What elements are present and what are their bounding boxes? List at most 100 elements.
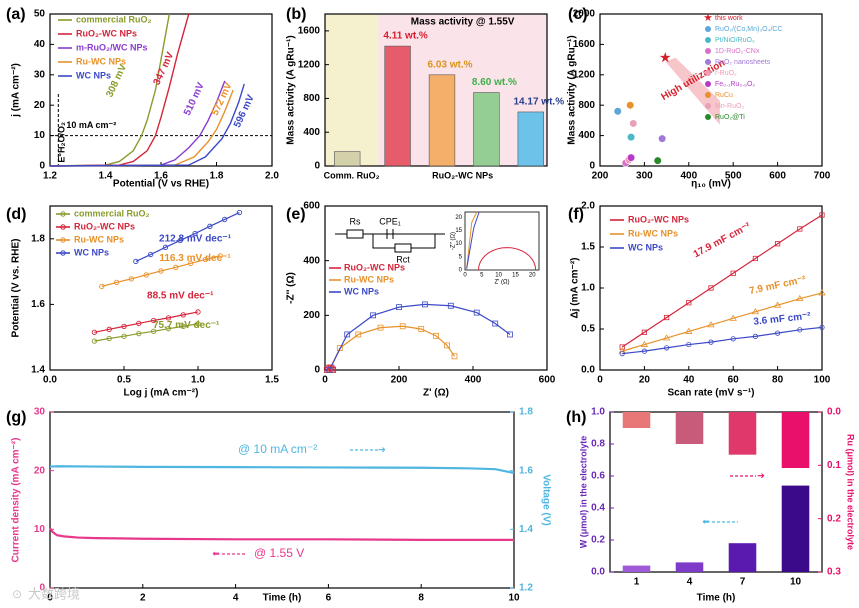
axes-frame	[324, 205, 548, 371]
panel-label: (c)	[568, 6, 588, 23]
legend-swatch	[705, 26, 711, 32]
x-axis-label: Time (h)	[263, 593, 302, 604]
data-point	[708, 285, 714, 291]
data-point	[143, 272, 149, 278]
series-line-0	[49, 13, 171, 167]
x-axis-label: Scan rate (mV s⁻¹)	[668, 388, 755, 399]
y-tick-label: 2.0	[581, 201, 595, 212]
y-axis-label: Current density (mA cm⁻²)	[11, 438, 22, 563]
data-point	[136, 320, 142, 327]
data-point	[492, 320, 499, 327]
x-tick-label: 1.6	[154, 171, 168, 182]
circuit-label: CPE₁	[379, 216, 401, 226]
y-axis-label: W (μmol) in the electrolyte	[578, 436, 588, 549]
fit-line-2	[101, 255, 221, 287]
inset-axis-label: Z' (Ω)	[495, 280, 510, 286]
y-right-axis-label: Ru (μmol) in the electrolyte	[846, 434, 856, 550]
y-tick-label: 400	[303, 255, 320, 266]
x-tick-label: 4	[233, 593, 239, 604]
panel-label: (g)	[6, 409, 26, 426]
data-point	[207, 223, 213, 229]
bar-w	[781, 485, 810, 572]
x-tick-label: 6	[326, 593, 332, 604]
data-point	[619, 344, 625, 350]
legend-swatch	[705, 48, 711, 54]
slope-label: 7.9 mF cm⁻²	[748, 274, 807, 297]
y-tick-label: 400	[578, 130, 595, 141]
series-line-1	[49, 13, 190, 167]
inset-tick-label: 5	[480, 273, 484, 279]
data-point	[730, 270, 736, 276]
data-point	[797, 226, 803, 232]
inset-tick-label: 0	[463, 273, 467, 279]
scatter-point	[626, 101, 635, 110]
annotation-label: @ 10 mA cm⁻²	[238, 442, 317, 456]
bar	[473, 92, 500, 167]
overpotential-label: 347 mV	[152, 50, 177, 87]
bar-w	[675, 562, 704, 572]
panel-label: (b)	[286, 6, 306, 23]
slope-label: 88.5 mV dec⁻¹	[147, 291, 214, 302]
legend-marker	[60, 211, 66, 217]
panel-label: (f)	[568, 206, 584, 223]
annotation-label: E°H₂O/O₂	[57, 122, 67, 163]
data-point	[729, 314, 737, 321]
group-label: Comm. RuO₂	[324, 170, 380, 180]
scatter-point	[613, 107, 622, 116]
x-tick-label: 4	[687, 577, 693, 588]
x-tick-label: 0.0	[43, 375, 57, 386]
legend-label: RuO₂@Ti	[715, 114, 745, 121]
legend-label: RuO₂-WC NPs	[344, 262, 405, 272]
data-point	[180, 312, 186, 318]
legend-label: Pt/NiO/RuO₂	[715, 37, 755, 44]
data-point	[330, 367, 337, 373]
y-tick-label: 0	[39, 161, 45, 172]
data-point	[165, 315, 172, 321]
x-tick-label: 200	[592, 171, 609, 182]
legend-swatch	[705, 114, 711, 120]
y-tick-label: 400	[303, 127, 320, 138]
data-point	[221, 216, 228, 223]
bar-label: 4.11 wt.%	[383, 31, 428, 42]
x-tick-label: 7	[740, 577, 746, 588]
data-point	[326, 367, 333, 373]
x-tick-label: 100	[814, 375, 831, 386]
annotation-label: 10 mA cm⁻²	[66, 120, 116, 130]
inset-tick-label: 15	[512, 273, 519, 279]
y-tick-label: 10	[34, 130, 46, 141]
legend-marker	[60, 237, 66, 243]
y-tick-label: 1.5	[581, 242, 595, 253]
data-point	[121, 323, 127, 330]
legend-label: WC NPs	[344, 286, 379, 296]
x-tick-label: 600	[769, 171, 786, 182]
data-point	[444, 342, 451, 349]
overpotential-label: 510 mV	[182, 81, 207, 118]
y-tick-label: 2000	[573, 9, 596, 20]
bar-label: 14.17 wt.%	[514, 97, 565, 108]
slope-label: 3.6 mF cm⁻²	[753, 311, 812, 328]
series-line-2	[49, 80, 226, 167]
bar-ru	[622, 412, 651, 428]
y-axis-label: Mass activity (A gRu⁻¹)	[286, 35, 297, 144]
x-tick-label: 600	[539, 375, 556, 386]
y-tick-label: 30	[34, 69, 46, 80]
bar-label: 6.03 wt.%	[427, 59, 472, 70]
data-point	[730, 336, 736, 342]
x-tick-label: 20	[639, 375, 651, 386]
legend-label: WC NPs	[74, 247, 109, 257]
series-line-2	[328, 303, 511, 371]
y-tick-label: 1.0	[591, 407, 605, 418]
y-right-tick-label: 0.1	[827, 460, 841, 471]
data-point	[818, 289, 826, 296]
data-point	[473, 309, 480, 316]
x-tick-label: 700	[814, 171, 831, 182]
x-tick-label: 400	[465, 375, 482, 386]
inset-tick-label: 10	[455, 241, 462, 247]
y-tick-label: 50	[34, 9, 46, 20]
data-point	[195, 309, 201, 315]
data-point	[708, 339, 714, 345]
data-point	[686, 300, 692, 306]
scatter-point	[658, 134, 667, 143]
y-tick-label: 0.0	[581, 365, 595, 376]
y-right-tick-label: 1.2	[519, 583, 533, 594]
